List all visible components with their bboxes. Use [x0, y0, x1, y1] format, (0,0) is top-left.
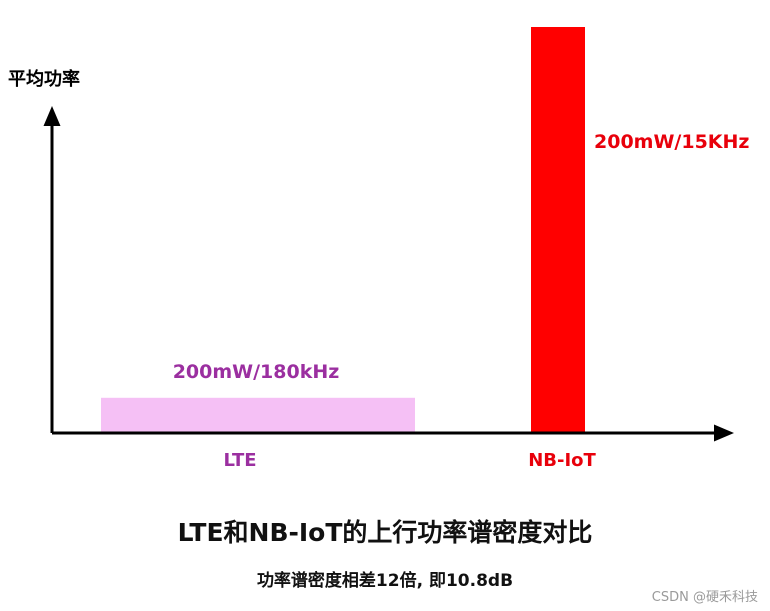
chart-subtitle: 功率谱密度相差12倍, 即10.8dB	[256, 571, 514, 591]
bar-chart: 平均功率 200mW/180kHz LTE 200mW/15KHz NB-IoT	[8, 27, 749, 471]
category-label-nb-iot: NB-IoT	[528, 450, 596, 471]
data-label-nb-iot: 200mW/15KHz	[594, 131, 749, 153]
watermark: CSDN @硬禾科技	[651, 590, 758, 605]
chart-axes: 平均功率	[8, 68, 734, 442]
y-axis-arrow	[43, 106, 61, 126]
bar-nb-iot	[531, 27, 585, 432]
data-label-lte: 200mW/180kHz	[173, 361, 340, 383]
chart-title: LTE和NB-IoT的上行功率谱密度对比	[177, 518, 593, 547]
x-axis-arrow	[714, 424, 734, 442]
category-label-lte: LTE	[223, 450, 256, 471]
bar-lte	[101, 397, 415, 432]
y-axis-label: 平均功率	[8, 68, 80, 90]
